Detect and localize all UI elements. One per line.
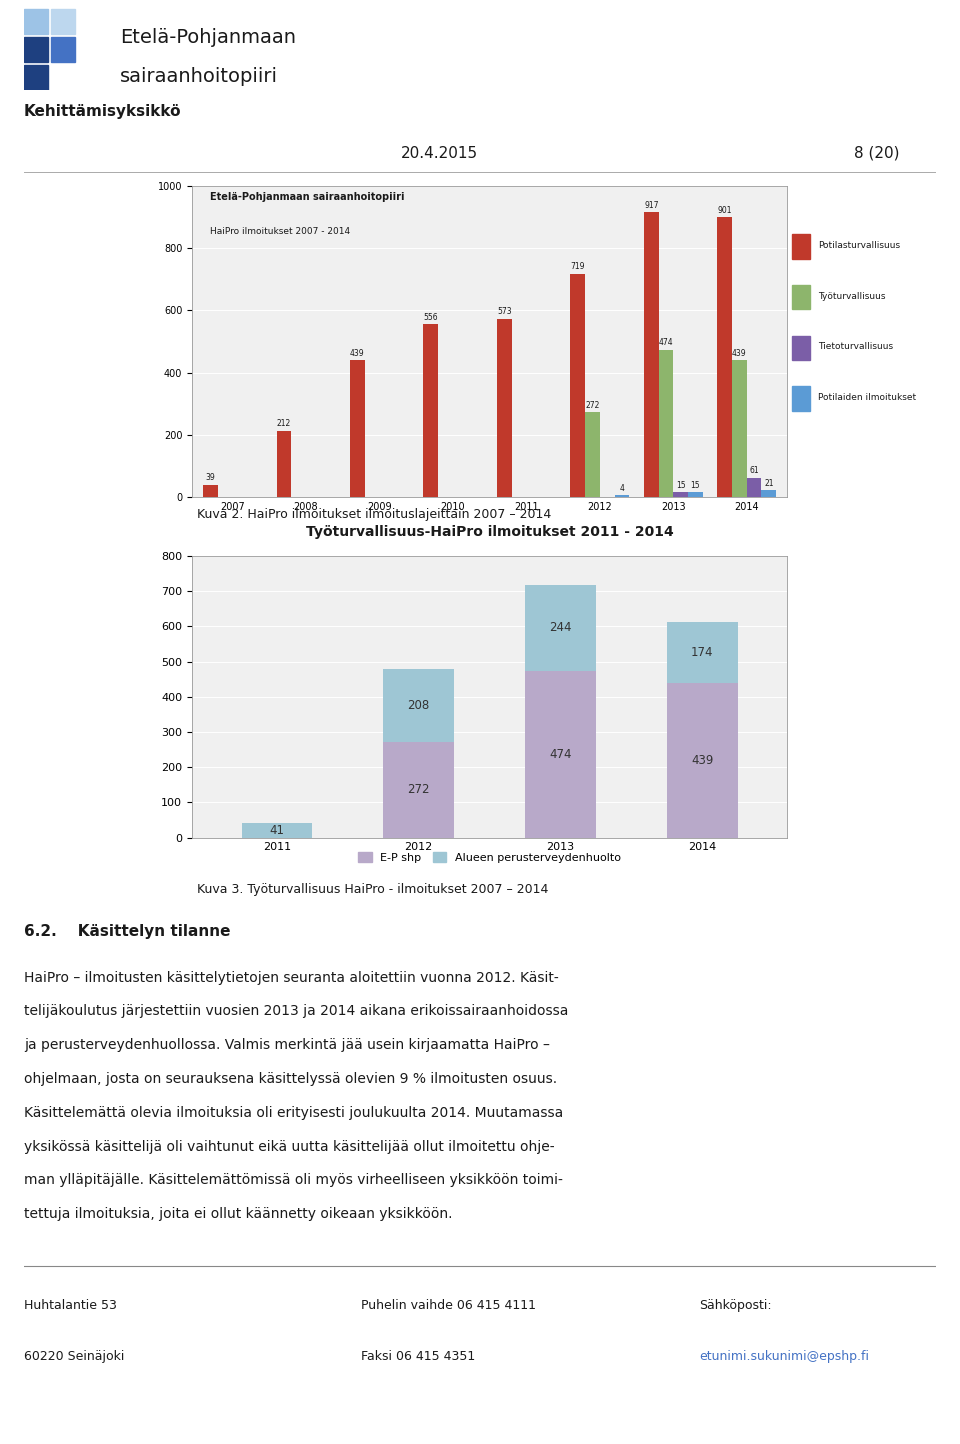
- Text: 474: 474: [659, 338, 673, 347]
- Bar: [350, 361, 365, 497]
- Text: Kuva 2. HaiPro ilmoitukset ilmoituslajeittain 2007 – 2014: Kuva 2. HaiPro ilmoitukset ilmoituslajei…: [198, 507, 552, 521]
- Text: 573: 573: [497, 308, 512, 316]
- Text: 208: 208: [408, 699, 430, 712]
- Bar: [276, 430, 291, 497]
- Text: 6.2.    Käsittelyn tilanne: 6.2. Käsittelyn tilanne: [24, 924, 230, 939]
- Text: Sähköposti:: Sähköposti:: [699, 1300, 772, 1313]
- Text: HaiPro ilmoitukset 2007 - 2014: HaiPro ilmoitukset 2007 - 2014: [210, 227, 350, 235]
- Text: ohjelmaan, josta on seurauksena käsittelyssä olevien 9 % ilmoitusten osuus.: ohjelmaan, josta on seurauksena käsittel…: [24, 1071, 557, 1086]
- Text: Työturvallisuus: Työturvallisuus: [818, 292, 886, 300]
- Bar: [792, 335, 810, 360]
- Bar: [570, 273, 586, 497]
- Bar: [24, 9, 48, 33]
- Text: HaiPro – ilmoitusten käsittelytietojen seuranta aloitettiin vuonna 2012. Käsit-: HaiPro – ilmoitusten käsittelytietojen s…: [24, 970, 559, 985]
- Text: 8 (20): 8 (20): [854, 146, 900, 160]
- Text: etunimi.sukunimi@epshp.fi: etunimi.sukunimi@epshp.fi: [699, 1350, 869, 1363]
- Text: 474: 474: [549, 748, 572, 761]
- Text: Puhelin vaihde 06 415 4111: Puhelin vaihde 06 415 4111: [361, 1300, 537, 1313]
- Bar: [51, 38, 75, 62]
- Bar: [688, 492, 703, 497]
- Text: 901: 901: [717, 205, 732, 215]
- Bar: [24, 65, 48, 90]
- Bar: [497, 319, 512, 497]
- Text: Etelä-Pohjanmaan sairaanhoitopiiri: Etelä-Pohjanmaan sairaanhoitopiiri: [210, 192, 404, 202]
- Bar: [792, 386, 810, 410]
- Text: Potilaiden ilmoitukset: Potilaiden ilmoitukset: [818, 393, 916, 401]
- Bar: [792, 234, 810, 258]
- Text: Kehittämisyksikkö: Kehittämisyksikkö: [24, 104, 181, 120]
- Bar: [525, 670, 596, 838]
- Text: sairaanhoitopiiri: sairaanhoitopiiri: [120, 68, 278, 87]
- Text: telijäkoulutus järjestettiin vuosien 2013 ja 2014 aikana erikoissairaanhoidossa: telijäkoulutus järjestettiin vuosien 201…: [24, 1005, 568, 1018]
- Bar: [586, 413, 600, 497]
- Bar: [644, 212, 659, 497]
- Text: 21: 21: [764, 479, 774, 488]
- Bar: [423, 323, 438, 497]
- Text: 439: 439: [691, 754, 713, 767]
- Text: 61: 61: [750, 466, 759, 475]
- Text: 39: 39: [205, 474, 215, 482]
- Text: Kuva 3. Työturvallisuus HaiPro - ilmoitukset 2007 – 2014: Kuva 3. Työturvallisuus HaiPro - ilmoitu…: [198, 882, 549, 897]
- Bar: [242, 823, 312, 838]
- Bar: [383, 669, 454, 742]
- Bar: [525, 585, 596, 670]
- Text: Työturvallisuus-HaiPro ilmoitukset 2011 - 2014: Työturvallisuus-HaiPro ilmoitukset 2011 …: [305, 526, 674, 539]
- Text: Potilasturvallisuus: Potilasturvallisuus: [818, 241, 900, 250]
- Text: 174: 174: [691, 645, 713, 658]
- Text: 244: 244: [549, 621, 572, 634]
- Text: 439: 439: [350, 349, 365, 358]
- Text: Huhtalantie 53: Huhtalantie 53: [24, 1300, 117, 1313]
- Text: 917: 917: [644, 201, 659, 209]
- Text: 272: 272: [407, 783, 430, 796]
- Text: Käsittelemättä olevia ilmoituksia oli erityisesti joulukuulta 2014. Muutamassa: Käsittelemättä olevia ilmoituksia oli er…: [24, 1106, 564, 1119]
- Text: 20.4.2015: 20.4.2015: [400, 146, 477, 160]
- Text: tettuja ilmoituksia, joita ei ollut käännetty oikeaan yksikköön.: tettuja ilmoituksia, joita ei ollut kään…: [24, 1207, 452, 1222]
- Bar: [383, 742, 454, 838]
- Text: 15: 15: [676, 481, 685, 490]
- Bar: [717, 217, 732, 497]
- Text: 272: 272: [586, 401, 600, 410]
- Text: 212: 212: [276, 419, 291, 429]
- Text: 4: 4: [619, 484, 624, 492]
- Text: ja perusterveydenhuollossa. Valmis merkintä jää usein kirjaamatta HaiPro –: ja perusterveydenhuollossa. Valmis merki…: [24, 1038, 550, 1053]
- Bar: [667, 622, 737, 683]
- Text: yksikössä käsittelijä oli vaihtunut eikä uutta käsittelijää ollut ilmoitettu ohj: yksikössä käsittelijä oli vaihtunut eikä…: [24, 1139, 555, 1154]
- Bar: [761, 490, 777, 497]
- Text: Etelä-Pohjanmaan: Etelä-Pohjanmaan: [120, 27, 296, 48]
- Text: 41: 41: [270, 825, 284, 838]
- Bar: [203, 485, 218, 497]
- Bar: [667, 683, 737, 838]
- Text: 556: 556: [423, 313, 438, 322]
- Bar: [51, 9, 75, 33]
- Text: Tietoturvallisuus: Tietoturvallisuus: [818, 342, 893, 351]
- Bar: [747, 478, 761, 497]
- Bar: [732, 361, 747, 497]
- Text: Faksi 06 415 4351: Faksi 06 415 4351: [361, 1350, 476, 1363]
- Text: man ylläpitäjälle. Käsittelemättömissä oli myös virheelliseen yksikköön toimi-: man ylläpitäjälle. Käsittelemättömissä o…: [24, 1174, 563, 1187]
- Text: 60220 Seinäjoki: 60220 Seinäjoki: [24, 1350, 125, 1363]
- Bar: [659, 349, 673, 497]
- Bar: [792, 284, 810, 309]
- Text: 15: 15: [690, 481, 700, 490]
- Text: 719: 719: [570, 261, 585, 271]
- Legend: E-P shp, Alueen perusterveydenhuolto: E-P shp, Alueen perusterveydenhuolto: [354, 848, 625, 868]
- Bar: [24, 38, 48, 62]
- Text: 439: 439: [732, 349, 747, 358]
- Bar: [673, 492, 688, 497]
